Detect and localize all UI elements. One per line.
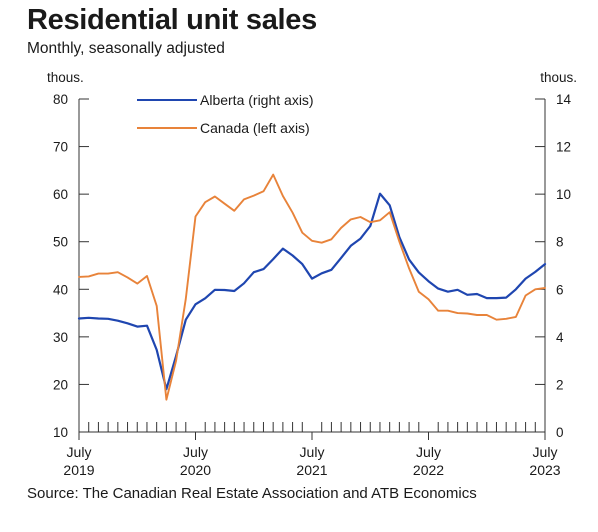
right-tick-label: 10 [556, 187, 571, 202]
left-tick-label: 50 [53, 235, 68, 250]
left-tick-label: 70 [53, 140, 68, 155]
x-tick-label: 2019 [63, 462, 94, 478]
chart-title: Residential unit sales [27, 4, 317, 36]
chart-ticks: 10 20 30 40 50 60 70 80 0 2 4 6 8 10 12 14 July 2019 July 2… [53, 92, 572, 478]
alberta-line [77, 192, 547, 391]
right-tick-label: 14 [556, 92, 572, 107]
left-tick-label: 10 [53, 425, 68, 440]
x-tick-label: July [416, 444, 441, 460]
left-tick-label: 20 [53, 377, 68, 392]
x-tick-label: July [67, 444, 92, 460]
left-tick-label: 40 [53, 282, 68, 297]
right-tick-label: 8 [556, 235, 564, 250]
left-tick-label: 30 [53, 330, 68, 345]
x-tick-label: July [300, 444, 325, 460]
right-axis-unit: thous. [540, 70, 577, 85]
canada-line [78, 173, 546, 401]
chart-legend: Alberta (right axis) Canada (left axis) [137, 92, 314, 136]
right-tick-label: 12 [556, 140, 571, 155]
legend-label: Alberta (right axis) [200, 92, 314, 108]
chart-series [77, 173, 547, 401]
x-tick-label: July [183, 444, 208, 460]
x-tick-label: 2021 [296, 462, 327, 478]
right-tick-label: 0 [556, 425, 564, 440]
x-tick-label: 2022 [413, 462, 444, 478]
right-tick-label: 2 [556, 377, 564, 392]
left-tick-label: 60 [53, 187, 68, 202]
chart-axes [78, 99, 546, 433]
x-tick-label: July [533, 444, 558, 460]
left-axis-unit: thous. [47, 70, 84, 85]
right-tick-label: 4 [556, 330, 564, 345]
x-tick-label: 2023 [529, 462, 560, 478]
source-note: Source: The Canadian Real Estate Associa… [27, 485, 477, 502]
left-tick-label: 80 [53, 92, 68, 107]
x-tick-label: 2020 [180, 462, 211, 478]
legend-label: Canada (left axis) [200, 120, 310, 136]
chart-subtitle: Monthly, seasonally adjusted [27, 40, 225, 57]
right-tick-label: 6 [556, 282, 564, 297]
